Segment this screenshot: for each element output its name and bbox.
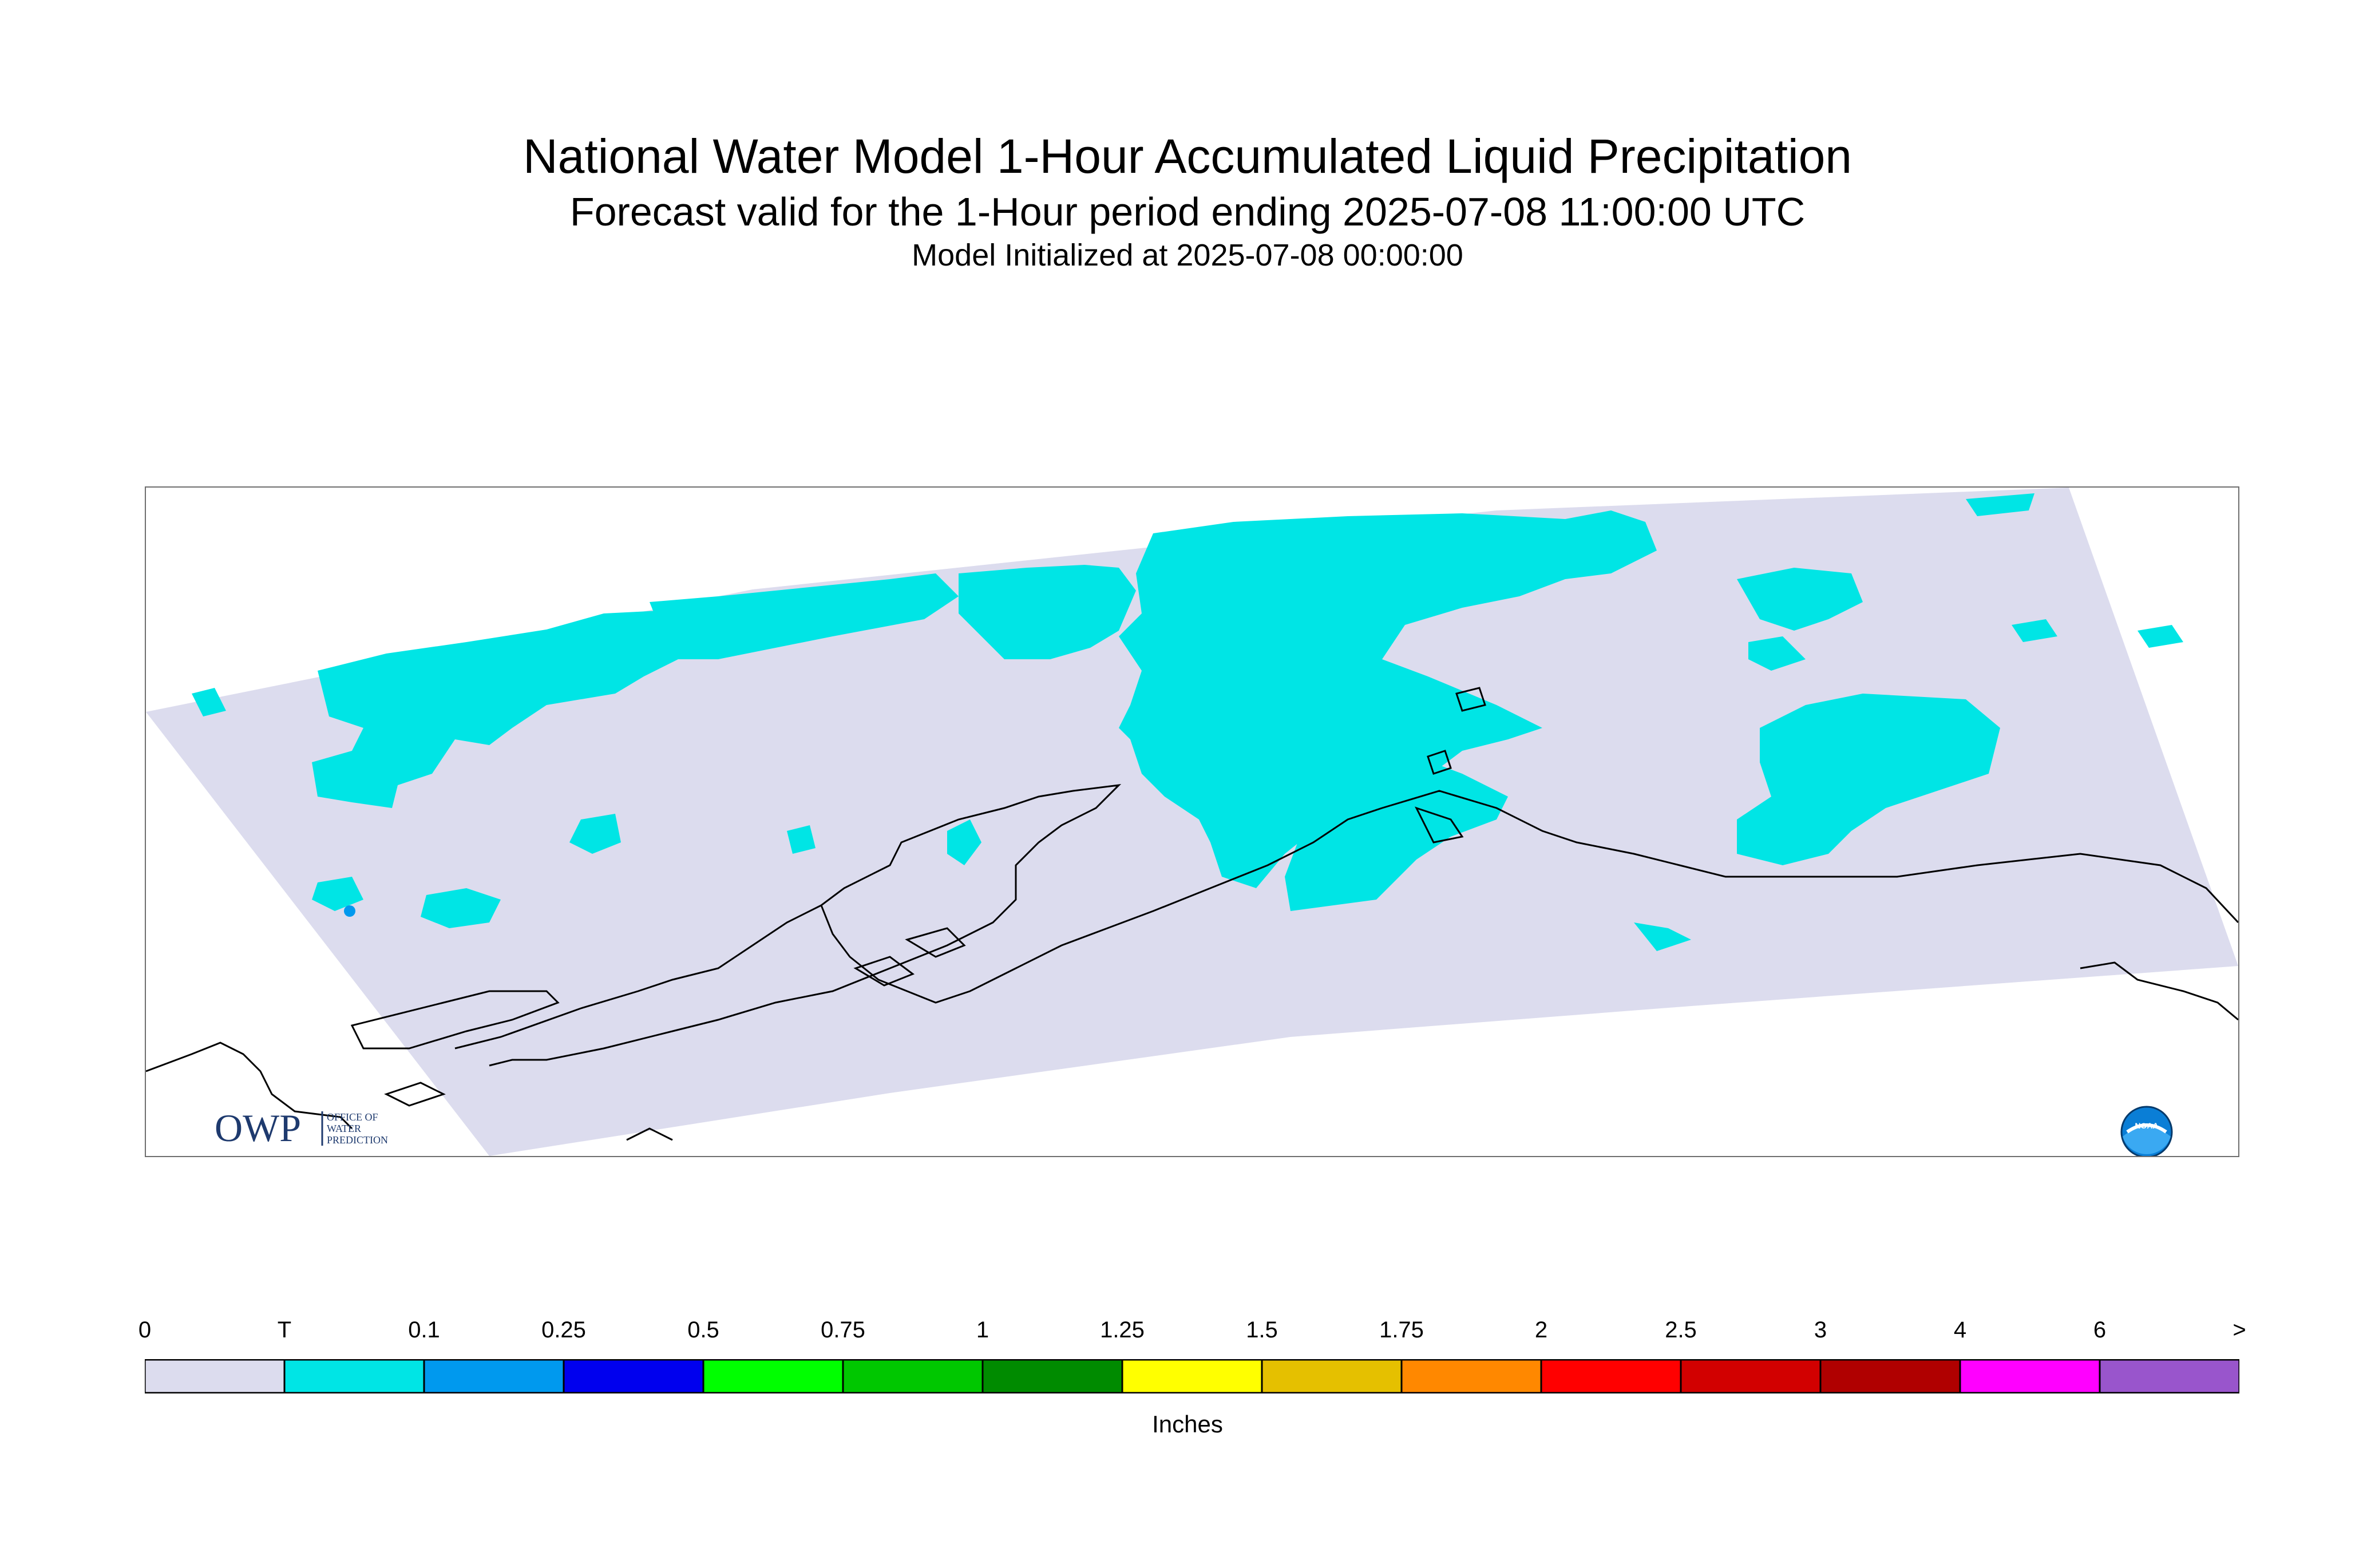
owp-logo-line: PREDICTION	[327, 1134, 388, 1146]
legend-bin	[563, 1359, 704, 1393]
precip-area	[947, 819, 981, 865]
legend-bin	[1819, 1359, 1961, 1393]
precip-spot	[344, 905, 355, 917]
map-title: National Water Model 1-Hour Accumulated …	[522, 129, 1852, 183]
legend-tick-label: 1.5	[1246, 1317, 1278, 1343]
precip-area	[421, 888, 501, 928]
precip-area	[192, 688, 226, 716]
precip-area	[1748, 636, 1806, 671]
legend-bin	[1400, 1359, 1542, 1393]
legend-bin	[1261, 1359, 1403, 1393]
precip-area	[959, 565, 1136, 659]
legend-bin	[702, 1359, 844, 1393]
legend-tick-label: T	[277, 1317, 292, 1343]
precip-area	[569, 814, 621, 854]
precip-area	[312, 611, 678, 808]
legend-unit-label: Inches	[1152, 1411, 1223, 1438]
legend-bin	[2099, 1359, 2239, 1393]
legend-bin	[1959, 1359, 2101, 1393]
legend-bin	[1121, 1359, 1263, 1393]
legend-tick-label: 0.25	[541, 1317, 586, 1343]
legend-bin	[1680, 1359, 1822, 1393]
legend-bin	[981, 1359, 1123, 1393]
noaa-logo: NOAA	[2120, 1106, 2173, 1156]
precip-area	[787, 825, 816, 854]
owp-logo-line: OFFICE OF	[327, 1111, 378, 1123]
noaa-logo-text: NOAA	[2135, 1121, 2158, 1130]
precip-area	[2138, 625, 2183, 648]
precip-area	[1119, 510, 1657, 888]
precip-area	[1966, 493, 2034, 516]
legend-tick-label: >	[2232, 1317, 2246, 1343]
model-init-line: Model Initialized at 2025-07-08 00:00:00	[912, 238, 1463, 272]
precip-area	[1737, 694, 2000, 865]
owp-logo-line: WATER	[327, 1123, 361, 1134]
legend-colorbar	[145, 1359, 2239, 1393]
legend-tick-label: 0.1	[408, 1317, 440, 1343]
legend-tick-label: 1.75	[1379, 1317, 1424, 1343]
legend-bin	[423, 1359, 565, 1393]
trace-precip-areas	[192, 493, 2183, 951]
legend-bin	[145, 1359, 286, 1393]
legend-bin	[842, 1359, 984, 1393]
owp-logo-text: OWP	[215, 1106, 301, 1150]
legend-tick-label: 0.5	[687, 1317, 719, 1343]
legend-tick-label: 0.75	[821, 1317, 865, 1343]
map-frame: OWP OFFICE OF WATER PREDICTION NOAA	[145, 486, 2239, 1157]
precip-area	[1737, 568, 1863, 631]
legend-tick-label: 1	[976, 1317, 989, 1343]
precip-area	[1634, 922, 1691, 951]
coastlines	[146, 687, 2238, 1141]
legend-tick-label: 3	[1814, 1317, 1827, 1343]
legend-tick-label: 4	[1953, 1317, 1967, 1343]
legend-tick-label: 2.5	[1665, 1317, 1697, 1343]
precip-area	[312, 877, 363, 911]
legend-tick-label: 6	[2093, 1317, 2107, 1343]
map-subtitle: Forecast valid for the 1-Hour period end…	[569, 189, 1806, 234]
legend-tick-label: 0	[138, 1317, 152, 1343]
legend-tick-label: 2	[1534, 1317, 1548, 1343]
legend-tick-label: 1.25	[1100, 1317, 1145, 1343]
precipitation-map	[146, 488, 2238, 1156]
precip-area	[650, 573, 959, 659]
precip-area	[2012, 619, 2057, 642]
owp-logo: OWP OFFICE OF WATER PREDICTION	[215, 1106, 444, 1151]
precip-area	[1285, 739, 1508, 911]
legend-bin	[283, 1359, 425, 1393]
legend-bin	[1540, 1359, 1682, 1393]
